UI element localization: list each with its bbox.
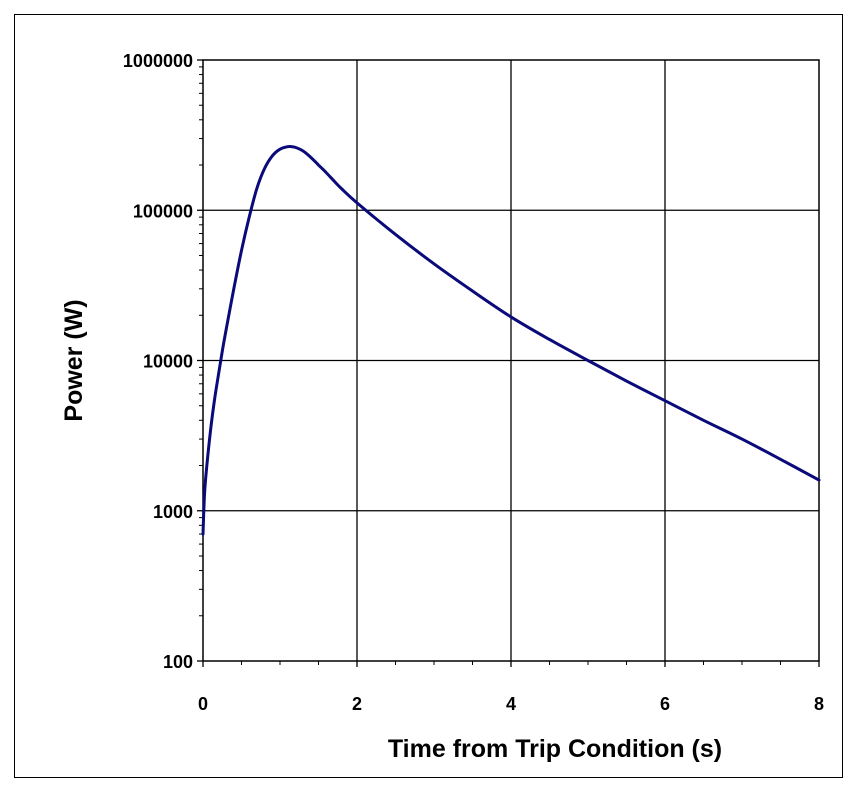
x-axis-title: Time from Trip Condition (s) [388, 735, 722, 763]
chart-frame [14, 14, 843, 778]
axis-ticks [197, 59, 820, 667]
y-tick-label: 10000 [143, 352, 193, 372]
y-tick-label: 100 [163, 652, 193, 672]
y-minor-ticks [199, 66, 781, 665]
x-tick-labels: 0 2 4 6 8 [198, 694, 824, 714]
y-tick-label: 100000 [133, 201, 193, 221]
y-axis-title: Power (W) [60, 299, 88, 421]
x-tick-label: 4 [506, 694, 516, 714]
y-tick-labels: 100 1000 10000 100000 1000000 [123, 51, 193, 672]
x-tick-label: 2 [352, 694, 362, 714]
y-tick-label: 1000 [153, 502, 193, 522]
plot-area [202, 59, 820, 662]
grid-lines [203, 60, 819, 661]
power-series-line [201, 144, 821, 536]
x-tick-label: 8 [814, 694, 824, 714]
x-tick-label: 6 [660, 694, 670, 714]
series-layer [201, 144, 821, 536]
y-tick-label: 1000000 [123, 51, 193, 71]
x-tick-label: 0 [198, 694, 208, 714]
